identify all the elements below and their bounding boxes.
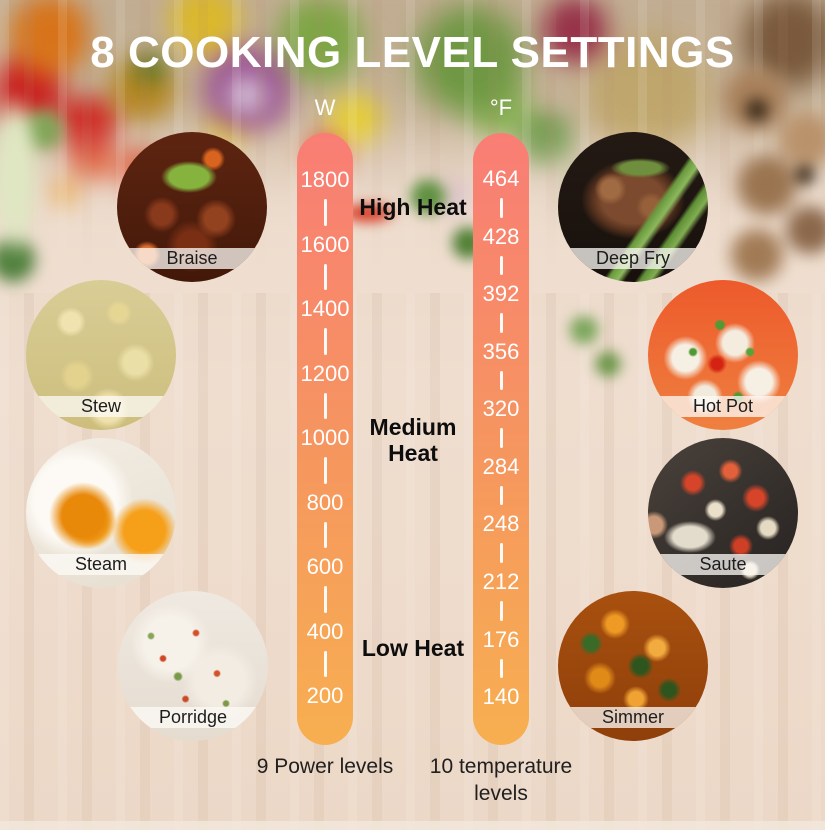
tick-line	[297, 321, 353, 362]
power-scale-bar: 1800 1600 1400 1200 1000 800 600 400 200	[297, 133, 353, 745]
tick-line	[473, 421, 529, 455]
scale-value: 356	[482, 338, 520, 364]
temperature-scale-caption: 10 temperature levels	[429, 755, 573, 805]
tick-line	[473, 479, 529, 513]
tick-line	[297, 644, 353, 685]
tick-line	[297, 192, 353, 233]
tick-line	[297, 450, 353, 491]
scale-value: 200	[306, 683, 344, 708]
dish-circle-saute: Saute	[648, 438, 798, 588]
scale-value: 248	[482, 511, 520, 537]
tick-line	[297, 515, 353, 556]
dish-label-stew: Stew	[26, 395, 176, 418]
scale-value: 400	[306, 618, 344, 644]
temperature-unit-label: °F	[489, 95, 513, 120]
dish-label-porridge: Porridge	[118, 706, 268, 729]
dish-label-braise: Braise	[117, 247, 267, 270]
tick-line	[473, 536, 529, 570]
scale-value: 464	[482, 166, 520, 191]
page-title: 8 COOKING LEVEL SETTINGS	[90, 28, 735, 77]
scale-value: 800	[306, 489, 344, 515]
tick-line	[297, 579, 353, 620]
scale-value: 1800	[300, 167, 350, 192]
dish-label-steam: Steam	[26, 553, 176, 576]
mushrooms-photo	[695, 15, 825, 295]
dish-label-simmer: Simmer	[558, 706, 708, 729]
scale-value: 1600	[300, 231, 350, 257]
tick-line	[473, 249, 529, 283]
scale-value: 320	[482, 396, 520, 422]
leek-greens-photo	[0, 95, 80, 295]
heat-zone-high: High Heat	[359, 194, 467, 220]
dish-circle-simmer: Simmer	[558, 591, 708, 741]
photo-bottom-edge	[0, 821, 825, 830]
power-scale-caption: 9 Power levels	[256, 755, 394, 778]
tick-line	[473, 652, 529, 686]
tick-line	[473, 191, 529, 225]
tick-line	[297, 257, 353, 298]
tick-line	[473, 306, 529, 340]
power-unit-label: W	[314, 95, 336, 120]
scale-value: 1200	[300, 360, 350, 386]
heat-zone-low: Low Heat	[361, 635, 465, 661]
scale-value: 428	[482, 223, 520, 249]
temperature-scale-bar: 464 428 392 356 320 284 248 212 176 140	[473, 133, 529, 745]
sage-leaves-photo	[556, 298, 636, 393]
dish-label-saute: Saute	[648, 553, 798, 576]
scale-value: 284	[482, 453, 520, 479]
tick-line	[473, 594, 529, 628]
scale-value: 176	[482, 626, 520, 652]
dish-circle-steam: Steam	[26, 438, 176, 588]
scale-value: 1400	[300, 296, 350, 321]
dish-circle-stew: Stew	[26, 280, 176, 430]
dish-circle-porridge: Porridge	[118, 591, 268, 741]
chili-basil-photo	[330, 165, 500, 275]
dish-circle-hot-pot: Hot Pot	[648, 280, 798, 430]
dish-circle-deep-fry: Deep Fry	[558, 132, 708, 282]
heat-zone-medium: Medium Heat	[369, 414, 457, 466]
dish-label-deep-fry: Deep Fry	[558, 247, 708, 270]
scale-value: 600	[306, 554, 344, 579]
dish-circle-braise: Braise	[117, 132, 267, 282]
tick-line	[473, 364, 529, 398]
dish-label-hot-pot: Hot Pot	[648, 395, 798, 418]
scale-value: 1000	[300, 425, 350, 450]
scale-value: 212	[482, 568, 520, 594]
scale-value: 140	[482, 684, 520, 710]
scale-value: 392	[482, 281, 520, 307]
tick-line	[297, 386, 353, 427]
